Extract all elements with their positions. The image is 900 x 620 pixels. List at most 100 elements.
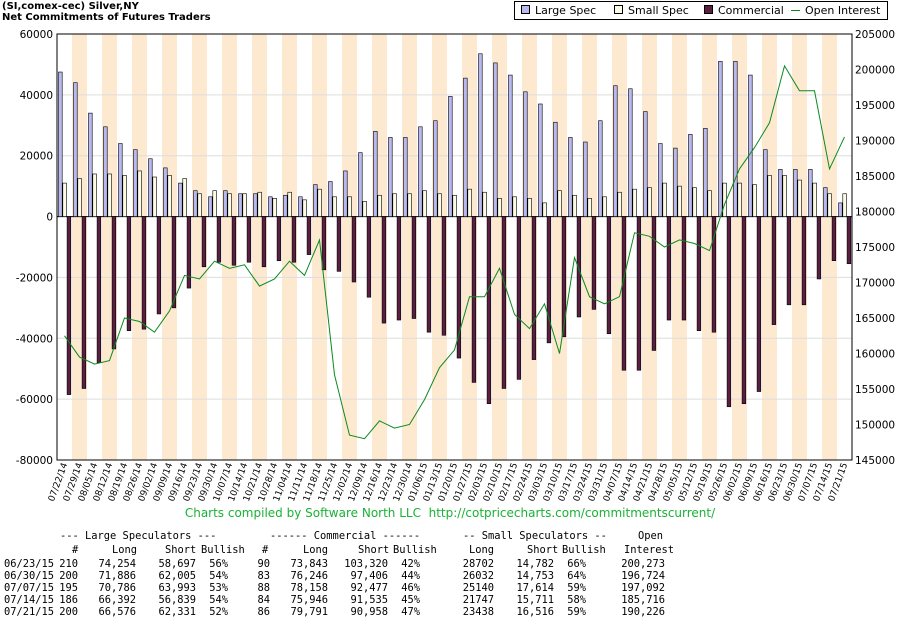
bar-small-spec <box>587 198 592 217</box>
legend-swatch-small-spec <box>614 5 623 14</box>
bar-large-spec <box>373 131 378 217</box>
bar-commercial <box>756 216 762 392</box>
table-cell: 56% <box>209 558 228 570</box>
bar-large-spec <box>283 194 288 217</box>
table-cell: 76,246 <box>290 570 328 582</box>
y-right-tick-label: 205000 <box>855 29 895 41</box>
bar-small-spec <box>302 199 307 217</box>
y-right-tick-label: 150000 <box>855 420 895 432</box>
bar-small-spec <box>62 182 67 217</box>
y-right-tick-label: 185000 <box>855 171 895 183</box>
bar-commercial <box>501 216 507 389</box>
bar-commercial <box>306 216 312 255</box>
table-cell: 74,254 <box>98 558 136 570</box>
bar-commercial <box>336 216 342 272</box>
table-cell: 45% <box>401 594 420 606</box>
plot-band <box>672 34 687 460</box>
table-cell: 59% <box>567 606 586 618</box>
credit-text: Charts compiled by Software North LLC <box>184 506 421 520</box>
bar-large-spec <box>493 62 498 217</box>
table-cell: 07/21/15 <box>4 606 55 618</box>
table-cell: 86 <box>257 606 270 618</box>
bar-commercial <box>396 216 402 321</box>
bar-large-spec <box>148 158 153 217</box>
bar-large-spec <box>838 202 843 217</box>
bar-large-spec <box>733 61 738 217</box>
bar-commercial <box>711 216 717 333</box>
table-cell: 62,005 <box>158 570 196 582</box>
bar-small-spec <box>377 194 382 217</box>
bar-large-spec <box>673 147 678 217</box>
table-cell: 92,477 <box>350 582 388 594</box>
bar-large-spec <box>268 196 273 217</box>
bar-large-spec <box>133 149 138 217</box>
bar-small-spec <box>797 179 802 217</box>
cot-chart: -80000 -60000 -40000 -20000 0 20000 40000 60000… <box>16 29 895 503</box>
bar-large-spec <box>118 143 123 217</box>
bar-large-spec <box>238 193 243 217</box>
bar-small-spec <box>752 184 757 217</box>
y-right-tick-label: 180000 <box>855 207 895 219</box>
bar-commercial <box>561 216 567 338</box>
bar-small-spec <box>617 191 622 217</box>
y-right-tick-label: 145000 <box>855 455 895 467</box>
table-cell: 73,843 <box>290 558 328 570</box>
table-header-cell: Bullish <box>562 544 606 556</box>
table-cell: 71,886 <box>98 570 136 582</box>
table-cell: 200 <box>59 570 78 582</box>
bar-commercial <box>816 216 822 280</box>
table-cell: 53% <box>209 582 228 594</box>
plot-band <box>582 34 597 460</box>
bar-small-spec <box>572 194 577 217</box>
plot-band <box>132 34 147 460</box>
bar-commercial <box>411 216 417 319</box>
y-left-tick-label: 40000 <box>20 90 53 102</box>
bar-small-spec <box>737 182 742 217</box>
plot-frame <box>56 33 853 461</box>
table-cell: 07/07/15 <box>4 582 55 594</box>
plot-band <box>252 34 267 460</box>
table-cell: 63,993 <box>158 582 196 594</box>
table-cell: 44% <box>401 570 420 582</box>
y-right-tick-label: 170000 <box>855 278 895 290</box>
legend-label-small-spec: Small Spec <box>628 4 689 17</box>
bar-small-spec <box>317 188 322 217</box>
bar-large-spec <box>418 126 423 217</box>
plot-band <box>192 34 207 460</box>
bar-large-spec <box>433 120 438 217</box>
table-cell: 21747 <box>462 594 494 606</box>
bar-commercial <box>831 216 837 261</box>
bar-commercial <box>186 216 192 289</box>
bar-small-spec <box>632 188 637 217</box>
bar-commercial <box>846 216 852 265</box>
credit-url-link[interactable]: http://cotpricecharts.com/commitmentscur… <box>428 506 716 520</box>
bar-large-spec <box>178 182 183 217</box>
bar-small-spec <box>692 187 697 217</box>
y-left-tick-label: -20000 <box>16 272 53 284</box>
table-cell: 58% <box>567 594 586 606</box>
bar-large-spec <box>523 91 528 217</box>
bar-commercial <box>126 216 132 331</box>
bar-small-spec <box>527 198 532 217</box>
table-cell: 47% <box>401 606 420 618</box>
bar-small-spec <box>497 198 502 217</box>
bar-commercial <box>276 216 282 261</box>
bar-commercial <box>141 216 147 330</box>
y-right-tick-label: 195000 <box>855 100 895 112</box>
table-cell: 195 <box>59 582 78 594</box>
bar-small-spec <box>152 176 157 217</box>
bar-commercial <box>471 216 477 383</box>
bar-commercial <box>801 216 807 306</box>
table-cell: 185,716 <box>621 594 665 606</box>
table-cell: 88 <box>257 582 270 594</box>
table-cell: 200,273 <box>621 558 665 570</box>
table-cell: 56,839 <box>158 594 196 606</box>
legend-label-open-interest: Open Interest <box>805 4 881 17</box>
table-cell: 59% <box>567 582 586 594</box>
table-header-cell: Short <box>358 544 390 556</box>
y-right-tick-label: 200000 <box>855 65 895 77</box>
bar-small-spec <box>257 191 262 217</box>
bar-small-spec <box>212 190 217 217</box>
y-right-tick-label: 160000 <box>855 349 895 361</box>
bar-small-spec <box>287 191 292 217</box>
